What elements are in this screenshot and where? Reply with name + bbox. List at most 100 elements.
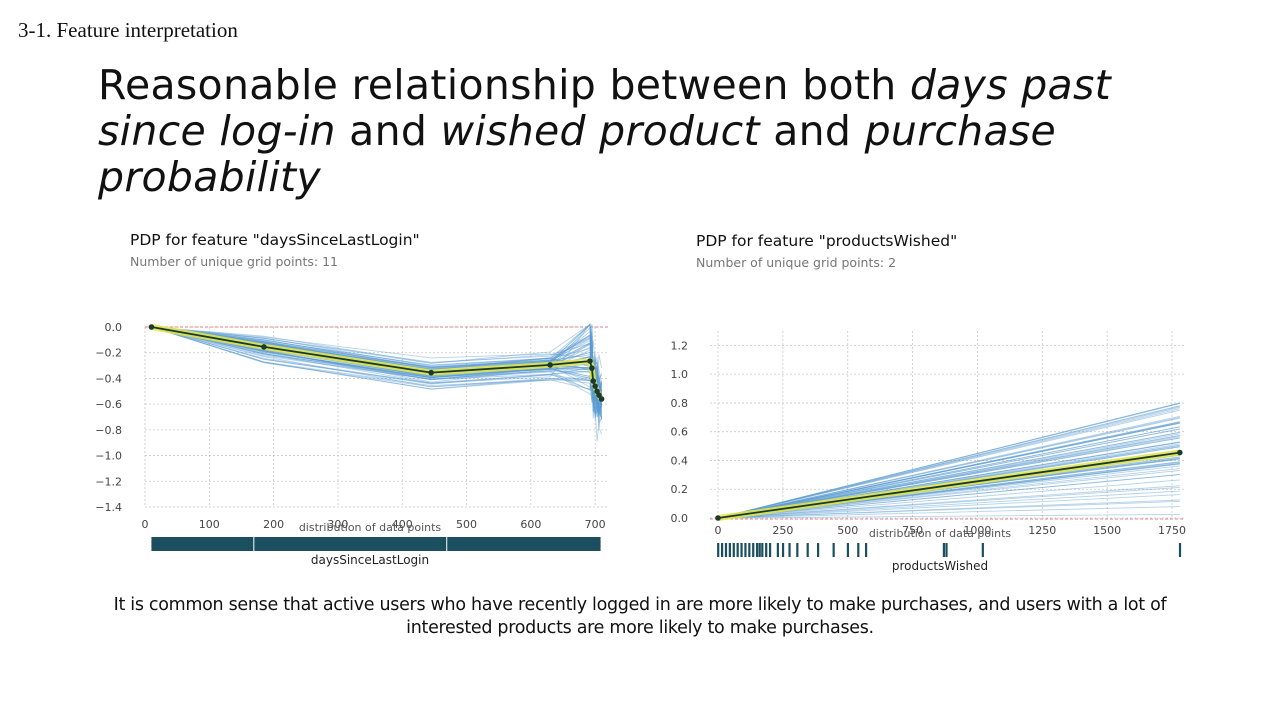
- chart-1-ice-line: [151, 326, 603, 387]
- headline-emphasis-3: purchase probability: [98, 107, 1057, 201]
- chart-1-pdp-point: [589, 365, 595, 371]
- chart-1-ice-line: [151, 326, 602, 418]
- chart-2-distribution-tick: [736, 543, 739, 557]
- chart-1-title: PDP for feature "daysSinceLastLogin": [130, 231, 420, 249]
- chart-2-y-tick-label: 1.2: [671, 339, 689, 352]
- chart-2-x-tick-label: 1000: [963, 524, 991, 537]
- chart-2-y-tick-label: 0.4: [671, 454, 689, 467]
- chart-2-ice-line: [717, 409, 1180, 519]
- chart-2-distribution-tick: [981, 543, 984, 557]
- chart-2-ice-line: [717, 405, 1180, 519]
- section-label: 3-1. Feature interpretation: [18, 18, 238, 42]
- chart-1-x-tick-label: 500: [456, 518, 477, 531]
- chart-2-ice-line: [717, 421, 1180, 519]
- chart-2-ice-line: [717, 428, 1180, 519]
- chart-1-ice-line: [151, 326, 602, 396]
- chart-2-distribution-tick: [942, 543, 946, 557]
- chart-2-distribution-tick: [748, 543, 751, 557]
- headline-emphasis-1: days past since log-in: [98, 61, 1111, 155]
- chart-2-ice-line: [717, 431, 1180, 519]
- chart-2-y-tick-label: 0.6: [671, 426, 689, 439]
- chart-1-y-tick-label: −1.4: [95, 501, 122, 514]
- chart-2-ice-line: [717, 406, 1180, 519]
- chart-2-distribution-tick: [744, 543, 747, 557]
- chart-2-ice-line: [717, 405, 1180, 519]
- chart-2-distribution-tick: [816, 543, 820, 557]
- headline-text-3: and: [759, 107, 865, 155]
- chart-2-distribution-tick: [717, 543, 720, 557]
- chart-2-x-tick-label: 250: [772, 524, 793, 537]
- chart-2-ice-line: [717, 408, 1180, 519]
- chart-2-ice-line: [717, 421, 1180, 519]
- chart-2-ice-line: [717, 479, 1180, 519]
- chart-1-ice-line: [151, 326, 603, 412]
- chart-2-ice-line: [717, 433, 1180, 519]
- chart-1-pdp-point: [592, 383, 598, 389]
- chart-2-x-tick-label: 1500: [1093, 524, 1121, 537]
- chart-2-distribution-tick: [796, 543, 799, 557]
- chart-2-x-tick-label: 750: [902, 524, 923, 537]
- chart-2-distribution-tick: [864, 543, 868, 557]
- chart-2-distribution-label: distribution of data points: [869, 527, 1012, 540]
- chart-2-pdp-line: [717, 451, 1180, 519]
- chart-2-ice-line: [717, 426, 1180, 519]
- chart-1-ice-line: [151, 326, 603, 401]
- chart-2-title: PDP for feature "productsWished": [696, 232, 958, 250]
- chart-1-ice-line: [151, 326, 603, 407]
- chart-2-distribution-tick: [765, 543, 768, 557]
- chart-1-ice-line: [151, 326, 603, 406]
- chart-2-ice-line: [717, 485, 1180, 519]
- chart-2-ice-line: [717, 416, 1180, 519]
- chart-2-distribution-tick: [768, 543, 772, 557]
- chart-2-subtitle: Number of unique grid points: 2: [696, 255, 897, 270]
- chart-1-x-tick-label: 400: [392, 518, 413, 531]
- headline-text-2: and: [335, 107, 441, 155]
- chart-2-distribution-tick: [788, 543, 791, 557]
- chart-2-ice-line: [717, 422, 1180, 519]
- chart-2-y-tick-label: 0.8: [671, 397, 689, 410]
- chart-2-x-tick-label: 1750: [1158, 524, 1186, 537]
- chart-2-ice-line: [717, 422, 1180, 519]
- chart-1-ice-line: [151, 323, 603, 380]
- chart-2-pdp-point: [1177, 449, 1183, 456]
- chart-2-ice-line: [717, 422, 1180, 519]
- chart-1-x-axis-label: daysSinceLastLogin: [311, 553, 429, 567]
- chart-1-pdp-point: [587, 358, 593, 364]
- chart-2-distribution-tick: [756, 543, 759, 557]
- chart-1-distribution-label: distribution of data points: [299, 521, 442, 534]
- chart-2-ice-line: [717, 513, 1180, 519]
- chart-1-ice-line: [151, 326, 603, 392]
- chart-2-ice-line: [717, 428, 1180, 519]
- chart-2-distribution-tick: [832, 543, 835, 557]
- chart-2-ice-line: [717, 432, 1180, 519]
- chart-1-ice-line: [151, 326, 603, 413]
- chart-2-ice-line: [717, 426, 1180, 519]
- chart-2-ice-line: [717, 506, 1180, 519]
- chart-2-x-axis-label: productsWished: [892, 559, 988, 573]
- chart-1-y-tick-label: −0.4: [95, 372, 122, 385]
- chart-1-distribution-segment: [447, 537, 601, 551]
- chart-2-ice-line: [717, 417, 1180, 519]
- chart-2-ice-line: [717, 421, 1180, 519]
- chart-1-pdp-point: [598, 396, 605, 402]
- chart-1-y-tick-label: −1.2: [95, 475, 122, 488]
- chart-2-ice-line: [717, 474, 1180, 519]
- chart-2-y-tick-label: 0.2: [671, 483, 689, 496]
- chart-2-x-tick-label: 500: [837, 524, 858, 537]
- chart-1-ice-line: [151, 326, 602, 416]
- chart-1-x-tick-label: 200: [263, 518, 284, 531]
- chart-2-distribution-tick: [846, 543, 850, 557]
- chart-2-ice-line: [717, 474, 1180, 519]
- chart-1-pdp-point: [590, 378, 597, 384]
- chart-2-ice-line: [717, 499, 1180, 519]
- caption: It is common sense that active users who…: [113, 595, 1167, 638]
- chart-2-distribution-tick: [758, 543, 761, 557]
- chart-1-x-tick-label: 100: [199, 518, 220, 531]
- chart-1-subtitle: Number of unique grid points: 11: [130, 254, 338, 269]
- chart-2-distribution-tick: [1178, 543, 1182, 557]
- chart-1-pdp-point: [428, 369, 434, 376]
- chart-1-ice-line: [151, 326, 603, 419]
- chart-1-y-tick-label: −0.8: [95, 424, 122, 437]
- chart-1-y-tick-label: −0.6: [95, 398, 122, 411]
